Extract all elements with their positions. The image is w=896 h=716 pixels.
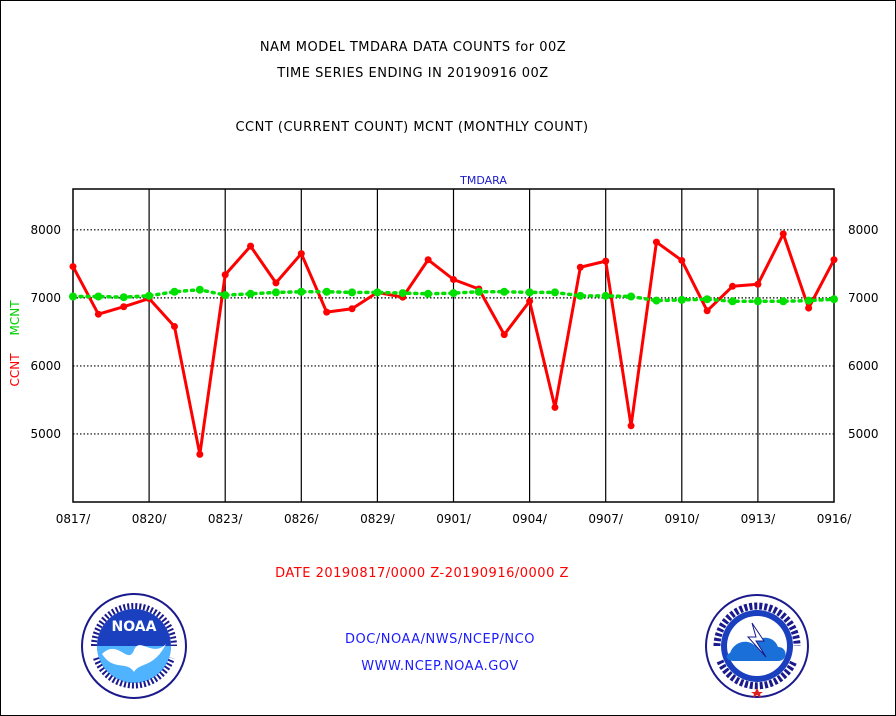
data-point-mcnt [677, 295, 686, 304]
data-point-mcnt [348, 288, 357, 297]
series-mcnt [69, 285, 838, 306]
x-tick-label: 0826/ [284, 512, 320, 526]
y-tick-label-left: 5000 [30, 427, 61, 441]
data-point-ccnt [323, 308, 331, 316]
x-tick-label: 0916/ [817, 512, 853, 526]
y-axis-label-ccnt: CCNT [8, 353, 22, 387]
data-point-mcnt [271, 288, 280, 297]
data-point-mcnt [195, 285, 204, 294]
data-point-ccnt [500, 331, 508, 339]
data-point-ccnt [424, 256, 432, 264]
data-point-ccnt [120, 303, 128, 311]
x-tick-label: 0820/ [132, 512, 168, 526]
noaa-logo: NOAA [81, 593, 187, 699]
data-point-ccnt [678, 256, 686, 264]
y-tick-label-right: 8000 [848, 223, 879, 237]
plot-title: TMDARA [459, 174, 507, 187]
credit-url[interactable]: WWW.NCEP.NOAA.GOV [361, 659, 519, 674]
data-point-mcnt [830, 295, 838, 304]
data-point-ccnt [221, 271, 229, 279]
data-point-mcnt [525, 288, 534, 297]
x-tick-label: 0904/ [512, 512, 548, 526]
data-point-ccnt [754, 280, 762, 288]
data-point-ccnt [830, 256, 838, 264]
data-point-ccnt [526, 297, 534, 305]
data-point-ccnt [69, 263, 77, 271]
y-tick-label-right: 7000 [848, 291, 879, 305]
data-point-ccnt [94, 310, 102, 318]
data-point-mcnt [500, 287, 509, 296]
data-point-mcnt [550, 288, 559, 297]
data-point-ccnt [805, 304, 813, 312]
data-point-mcnt [753, 297, 762, 306]
data-point-mcnt [601, 291, 610, 300]
data-point-mcnt [398, 289, 407, 298]
y-tick-label-right: 5000 [848, 427, 879, 441]
data-point-mcnt [221, 291, 230, 300]
chart-title-line1: NAM MODEL TMDARA DATA COUNTS for 00Z [259, 40, 567, 55]
chart-title-line3: CCNT (CURRENT COUNT) MCNT (MONTHLY COUNT… [235, 120, 589, 135]
data-point-ccnt [729, 282, 737, 290]
data-point-mcnt [449, 289, 458, 298]
data-point-mcnt [424, 289, 433, 298]
data-point-mcnt [779, 297, 788, 306]
y-tick-label-left: 8000 [30, 223, 61, 237]
data-point-ccnt [627, 422, 635, 430]
data-point-ccnt [576, 263, 584, 271]
data-point-mcnt [804, 296, 813, 305]
data-point-mcnt [652, 296, 661, 305]
data-point-ccnt [247, 242, 255, 250]
data-point-ccnt [348, 305, 356, 313]
data-point-ccnt [602, 257, 610, 265]
x-tick-label: 0823/ [208, 512, 244, 526]
x-tick-label: 0910/ [665, 512, 701, 526]
x-tick-label: 0907/ [588, 512, 624, 526]
y-tick-label-left: 7000 [30, 291, 61, 305]
grid [73, 189, 834, 502]
data-point-ccnt [779, 230, 787, 238]
y-axis-label-mcnt: MCNT [8, 300, 22, 336]
axis-ticks: 5000 5000 6000 6000 7000 7000 8000 8000 0817/082… [30, 223, 878, 526]
data-point-mcnt [322, 287, 331, 296]
data-point-mcnt [246, 289, 255, 298]
data-point-ccnt [196, 450, 204, 458]
data-point-mcnt [373, 288, 382, 297]
data-point-mcnt [728, 297, 737, 306]
data-point-ccnt [170, 322, 178, 330]
data-point-mcnt [119, 293, 128, 302]
x-tick-label: 0829/ [360, 512, 396, 526]
date-range: DATE 20190817/0000 Z-20190916/0000 Z [275, 566, 569, 581]
noaa-logo-text: NOAA [112, 619, 157, 635]
data-point-mcnt [576, 291, 585, 300]
data-point-ccnt [703, 307, 711, 315]
x-tick-label: 0901/ [436, 512, 472, 526]
data-point-ccnt [652, 238, 660, 246]
data-point-mcnt [474, 287, 483, 296]
data-point-mcnt [627, 292, 636, 301]
credit-org: DOC/NOAA/NWS/NCEP/NCO [345, 632, 535, 647]
x-tick-label: 0913/ [741, 512, 777, 526]
data-point-mcnt [145, 291, 154, 300]
data-point-mcnt [297, 287, 306, 296]
data-point-ccnt [450, 275, 457, 283]
chart-title-line2: TIME SERIES ENDING IN 20190916 00Z [277, 66, 549, 81]
x-tick-label: 0817/ [56, 512, 92, 526]
y-axis-label: CCNT MCNT [8, 300, 22, 387]
data-point-ccnt [551, 403, 559, 411]
nws-logo [705, 594, 809, 698]
data-point-mcnt [170, 287, 179, 296]
data-point-ccnt [272, 279, 280, 287]
data-point-mcnt [69, 292, 77, 301]
data-point-mcnt [94, 292, 103, 301]
series-layer [69, 230, 838, 458]
y-tick-label-right: 6000 [848, 359, 879, 373]
data-point-ccnt [297, 250, 305, 258]
data-point-mcnt [703, 295, 712, 304]
y-tick-label-left: 6000 [30, 359, 61, 373]
plot-border [72, 188, 835, 503]
